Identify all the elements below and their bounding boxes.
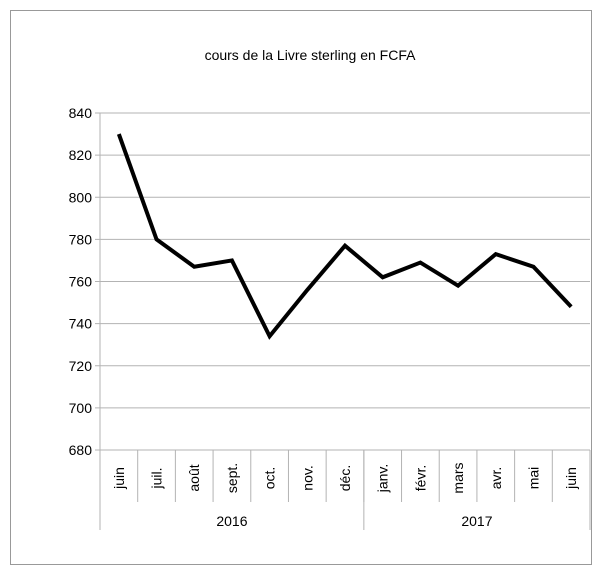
line bbox=[116, 133, 573, 340]
x-tick-label: janv. bbox=[375, 464, 391, 494]
x-tick-label: oct. bbox=[262, 467, 278, 490]
x-tick-label: juin bbox=[563, 467, 579, 490]
y-tick-label: 760 bbox=[69, 274, 93, 290]
y-tick-label: 700 bbox=[69, 400, 93, 416]
chart-border bbox=[10, 10, 592, 565]
y-tick-label: 800 bbox=[69, 189, 93, 205]
x-tick-label: sept. bbox=[224, 463, 240, 493]
y-tick-label: 680 bbox=[69, 442, 93, 458]
x-tick-label: mars bbox=[450, 462, 466, 493]
x-tick-label: juil. bbox=[149, 467, 165, 489]
x-tick-label: févr. bbox=[412, 465, 428, 491]
y-tick-label: 740 bbox=[69, 316, 93, 332]
group-label: 2017 bbox=[461, 513, 492, 529]
y-tick-label: 820 bbox=[69, 147, 93, 163]
x-tick-label: juin bbox=[111, 467, 127, 490]
chart-title: cours de la Livre sterling en FCFA bbox=[205, 47, 417, 63]
group-label: 2016 bbox=[216, 513, 247, 529]
x-tick-label: déc. bbox=[337, 465, 353, 491]
x-tick-label: avr. bbox=[488, 467, 504, 490]
x-tick-label: mai bbox=[525, 467, 541, 490]
y-tick-label: 720 bbox=[69, 358, 93, 374]
x-tick-label: nov. bbox=[299, 465, 315, 490]
y-tick-label: 780 bbox=[69, 231, 93, 247]
y-tick-label: 840 bbox=[69, 105, 93, 121]
x-tick-label: août bbox=[186, 464, 202, 491]
